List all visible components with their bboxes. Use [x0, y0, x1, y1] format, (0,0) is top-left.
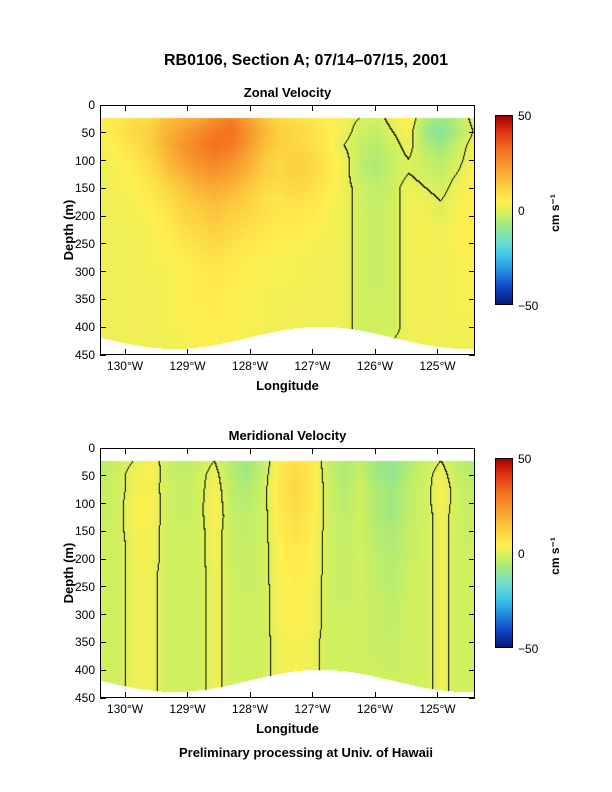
panel-title: Zonal Velocity	[100, 85, 475, 100]
x-axis-label: Longitude	[100, 378, 475, 393]
x-tick-label: 125°W	[419, 359, 455, 373]
colorbar-label: cm s⁻¹	[548, 194, 562, 232]
y-tick-label: 450	[75, 691, 95, 705]
x-tick-label: 127°W	[294, 702, 330, 716]
x-tick-label: 129°W	[169, 359, 205, 373]
colorbar-label: cm s⁻¹	[548, 537, 562, 575]
y-tick-label: 350	[75, 292, 95, 306]
colorbar-tick-label: −50	[518, 642, 538, 656]
y-tick-label: 0	[88, 441, 95, 455]
y-tick-label: 0	[88, 98, 95, 112]
y-tick-label: 450	[75, 348, 95, 362]
y-tick-label: 250	[75, 237, 95, 251]
meridional-velocity-panel: Meridional Velocity Depth (m) Longitude …	[100, 448, 475, 698]
x-tick-label: 129°W	[169, 702, 205, 716]
x-axis-label: Longitude	[100, 721, 475, 736]
panel-title: Meridional Velocity	[100, 428, 475, 443]
zonal-plot-canvas	[100, 105, 475, 355]
y-tick-label: 250	[75, 580, 95, 594]
x-tick-label: 128°W	[232, 359, 268, 373]
y-tick-label: 100	[75, 154, 95, 168]
x-tick-label: 130°W	[107, 359, 143, 373]
y-tick-label: 100	[75, 497, 95, 511]
colorbar-tick-label: 0	[518, 204, 525, 218]
x-tick-label: 128°W	[232, 702, 268, 716]
colorbar-tick-label: 50	[518, 452, 531, 466]
page-title: RB0106, Section A; 07/14–07/15, 2001	[0, 52, 612, 70]
y-tick-label: 200	[75, 552, 95, 566]
y-axis-label: Depth (m)	[61, 543, 76, 604]
y-tick-label: 150	[75, 524, 95, 538]
y-tick-label: 350	[75, 635, 95, 649]
y-tick-label: 300	[75, 608, 95, 622]
y-tick-label: 50	[82, 126, 95, 140]
colorbar-meridional: 500−50cm s⁻¹	[495, 458, 513, 648]
x-tick-label: 126°W	[357, 359, 393, 373]
y-tick-label: 400	[75, 663, 95, 677]
x-tick-label: 125°W	[419, 702, 455, 716]
zonal-velocity-panel: Zonal Velocity Depth (m) Longitude 05010…	[100, 105, 475, 355]
footer-text: Preliminary processing at Univ. of Hawai…	[0, 745, 612, 760]
x-tick-label: 127°W	[294, 359, 330, 373]
meridional-plot-canvas	[100, 448, 475, 698]
y-tick-label: 50	[82, 469, 95, 483]
y-tick-label: 300	[75, 265, 95, 279]
colorbar-tick-label: −50	[518, 299, 538, 313]
y-tick-label: 200	[75, 209, 95, 223]
colorbar-tick-label: 50	[518, 109, 531, 123]
colorbar-tick-label: 0	[518, 547, 525, 561]
x-tick-label: 126°W	[357, 702, 393, 716]
x-tick-label: 130°W	[107, 702, 143, 716]
y-axis-label: Depth (m)	[61, 200, 76, 261]
y-tick-label: 150	[75, 181, 95, 195]
y-tick-label: 400	[75, 320, 95, 334]
colorbar-zonal: 500−50cm s⁻¹	[495, 115, 513, 305]
